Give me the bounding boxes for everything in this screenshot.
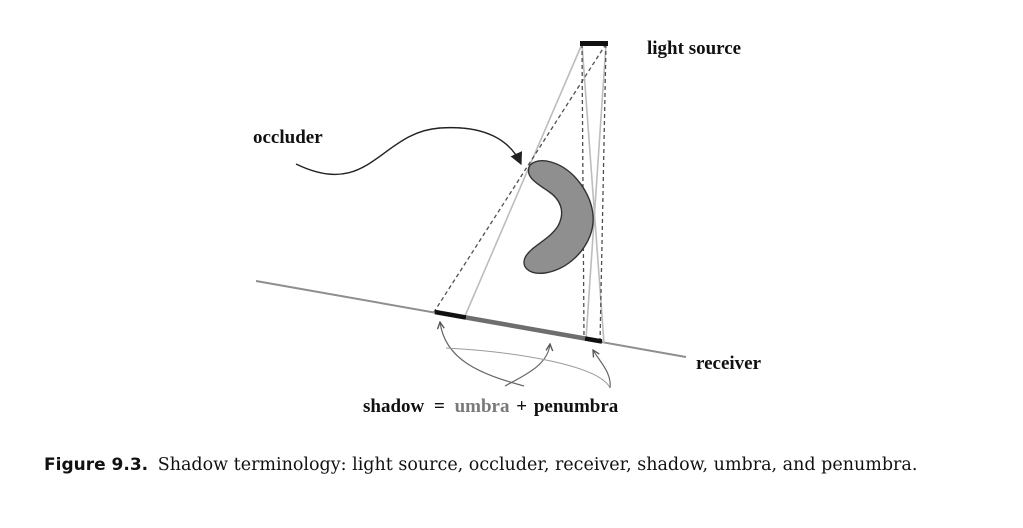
umbra-term: umbra bbox=[455, 396, 510, 417]
umbra-arrow bbox=[504, 344, 550, 387]
penumbra-right-segment bbox=[584, 336, 603, 344]
penumbra-left-arrow bbox=[440, 322, 525, 387]
penumbra-solid-ray-left bbox=[581, 43, 605, 344]
occluder-arrow bbox=[295, 126, 522, 176]
penumbra-ray-left bbox=[433, 43, 607, 313]
umbra-ray-right bbox=[585, 43, 607, 340]
caption-text: Shadow terminology: light source, occlud… bbox=[157, 455, 918, 475]
equals-sign: = bbox=[434, 396, 445, 417]
receiver-label: receiver bbox=[696, 353, 762, 374]
occluder-shape bbox=[523, 160, 594, 274]
light-source-label: light source bbox=[647, 38, 741, 59]
penumbra-ray-right-outer bbox=[599, 43, 607, 344]
figure-caption: Figure 9.3. Shadow terminology: light so… bbox=[44, 452, 974, 479]
shadow-term: shadow bbox=[363, 396, 425, 417]
shadow-equation: shadow = umbra + penumbra bbox=[363, 396, 619, 417]
penumbra-link-arrow bbox=[445, 347, 611, 389]
penumbra-term: penumbra bbox=[534, 396, 619, 417]
plus-sign: + bbox=[516, 396, 527, 417]
occluder-label: occluder bbox=[253, 127, 323, 148]
umbra-ray-left bbox=[464, 43, 583, 317]
umbra-segment bbox=[465, 315, 586, 341]
penumbra-right-arrow bbox=[593, 350, 611, 389]
light-source bbox=[580, 41, 608, 46]
penumbra-left-segment bbox=[434, 309, 467, 320]
figure-number: Figure 9.3. bbox=[44, 455, 149, 475]
